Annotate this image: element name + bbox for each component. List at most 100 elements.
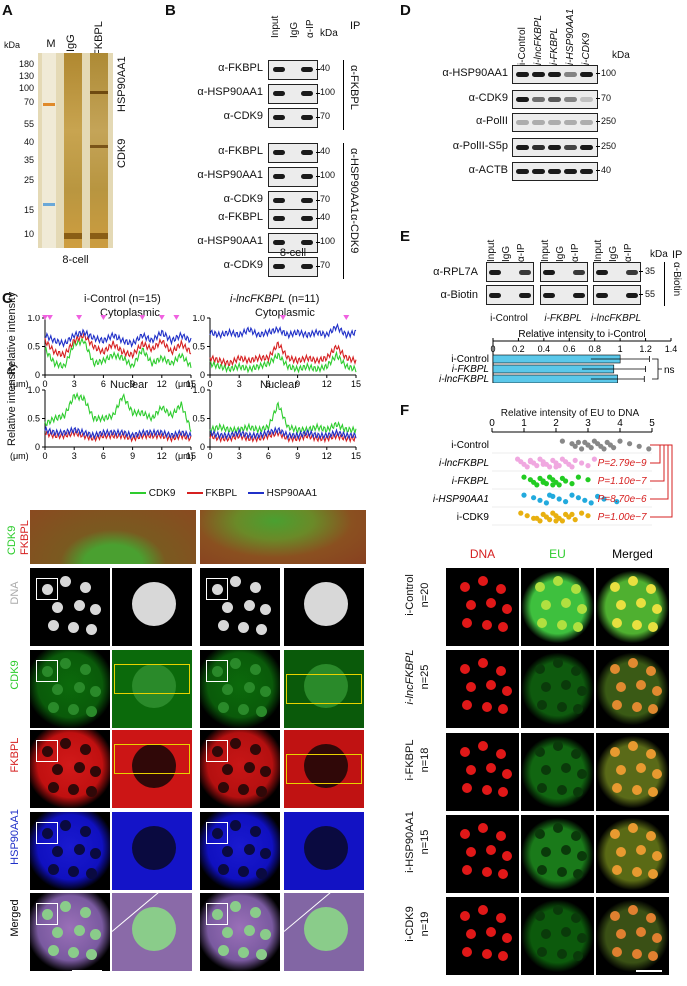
blot-strip (540, 285, 588, 305)
nucleus (482, 867, 492, 877)
nucleus (460, 664, 470, 674)
x-tick-label: 3 (237, 379, 242, 389)
nucleus (218, 945, 229, 956)
nucleus (256, 949, 267, 960)
row-label: i-HSP90AA1 (404, 811, 416, 873)
micrograph (596, 815, 669, 893)
zoom-region (286, 754, 362, 784)
data-point (550, 482, 556, 488)
data-point (611, 445, 617, 451)
row-label: CDK9 (9, 660, 21, 690)
nucleus (498, 704, 508, 714)
micrograph (284, 650, 364, 728)
x-tick-label: 0.4 (538, 344, 551, 354)
blot-band (273, 174, 285, 179)
nucleus (478, 576, 488, 586)
x-tick-label: 3 (237, 451, 242, 461)
ip-label: IP (672, 249, 683, 261)
x-tick-label: 9 (130, 379, 135, 389)
y-tick-label: 1.0 (27, 385, 40, 395)
nucleus (636, 598, 646, 608)
zoomed-nucleus (132, 582, 176, 626)
nucleus (218, 782, 229, 793)
nucleus (496, 913, 506, 923)
kda-label: kDa (4, 40, 21, 50)
panel-label-e: E (400, 228, 411, 245)
row-label: i-CDK9 (404, 906, 416, 942)
y-tick-label: 0 (35, 442, 40, 452)
bar-label: i-Control (451, 354, 489, 365)
blot-band (580, 72, 593, 77)
blot-band (548, 145, 561, 150)
micrograph (596, 650, 669, 728)
blot-strip (540, 262, 588, 282)
nucleus (230, 576, 241, 587)
kda-label: kDa (650, 249, 668, 260)
plot-sub: Nuclear (110, 379, 148, 391)
nucleus (68, 704, 79, 715)
nucleus (628, 576, 638, 586)
nucleus (256, 868, 267, 879)
row-label: i-FKBPL (404, 739, 416, 781)
blot-strip (268, 233, 318, 253)
blot-strip (512, 138, 598, 157)
zoomed-nucleus (132, 826, 176, 870)
nucleus (222, 846, 233, 857)
nucleus (48, 782, 59, 793)
blot-strip (268, 84, 318, 104)
x-tick-label: 3 (585, 418, 591, 429)
col-i-lncfkbpl: i-lncFKBPL (533, 14, 544, 65)
data-point (572, 457, 578, 463)
blot-row-label: α-CDK9 (223, 259, 263, 271)
nucleus (610, 747, 620, 757)
micrograph (446, 650, 519, 728)
micrograph (284, 893, 364, 971)
nucleus (244, 925, 255, 936)
nucleus (60, 901, 71, 912)
micrograph (112, 568, 192, 646)
data-point (585, 442, 591, 448)
nucleus (648, 704, 658, 714)
plot-title-lncfkbpl: i-lncFKBPL (n=11) (230, 293, 320, 305)
col-input: Input (270, 15, 281, 38)
nucleus (541, 600, 551, 610)
nucleus (68, 622, 79, 633)
category-label: i-HSP90AA1 (433, 494, 489, 505)
blot-band (564, 145, 577, 150)
nucleus (74, 844, 85, 855)
nucleus (486, 845, 496, 855)
x-tick-label: 2 (553, 418, 559, 429)
nucleus (636, 845, 646, 855)
zoom-box (206, 903, 228, 925)
nucleus (577, 686, 587, 696)
legend: CDK9 FKBPL HSP90AA1 (130, 488, 317, 499)
nucleus (496, 666, 506, 676)
legend-swatch-hsp90 (247, 492, 264, 495)
nucleus (496, 831, 506, 841)
series-line-fkbpl (44, 331, 192, 360)
y-tick-label: 1.0 (192, 385, 205, 395)
blot-strip (486, 262, 534, 282)
nucleus (462, 947, 472, 957)
nucleus (460, 582, 470, 592)
nucleus (90, 604, 101, 615)
blot-strip (593, 285, 641, 305)
col-header: IgG (501, 245, 512, 262)
data-point (569, 511, 575, 517)
marker-label: 70 (23, 97, 34, 107)
col-i-hsp90aa1: i-HSP90AA1 (565, 8, 576, 65)
nucleus (632, 949, 642, 959)
blot-row-label: α-PolII-S5p (452, 140, 508, 152)
nucleus (628, 658, 638, 668)
row-label: HSP90AA1 (9, 809, 21, 865)
nucleus (646, 666, 656, 676)
y-tick-label: 0 (35, 370, 40, 380)
kda-tick (639, 294, 643, 295)
x-tick-label: 12 (322, 451, 332, 461)
zoomed-nucleus (304, 582, 348, 626)
igg-light-band (64, 233, 82, 239)
nucleus (212, 828, 223, 839)
micrograph (112, 812, 192, 890)
micrograph (284, 812, 364, 890)
col-igg: IgG (289, 21, 300, 38)
